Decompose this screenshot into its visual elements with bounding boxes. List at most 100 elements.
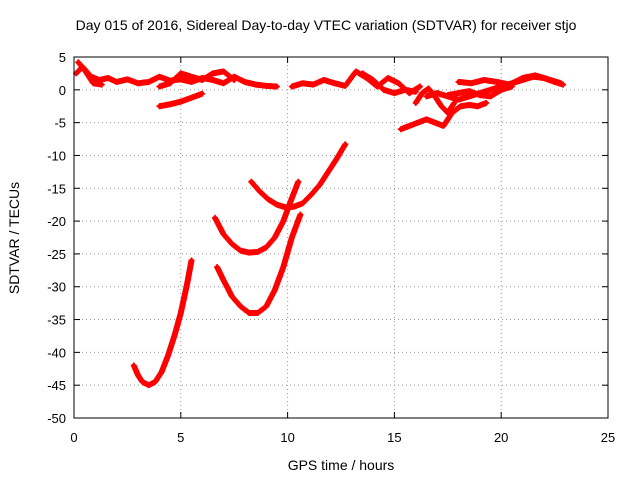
series-arc-8: [248, 141, 349, 211]
data-point: [221, 277, 226, 283]
data-point: [415, 120, 421, 125]
data-point: [298, 212, 303, 217]
data-point: [253, 82, 258, 87]
y-tick-label: -45: [47, 378, 66, 393]
series-arc-3: [156, 68, 238, 90]
x-tick-label: 20: [494, 430, 508, 445]
data-point: [178, 99, 183, 104]
data-point: [456, 79, 461, 85]
data-point: [73, 71, 79, 76]
data-point: [509, 84, 515, 89]
data-point: [159, 369, 164, 375]
data-point: [488, 87, 493, 93]
x-tick-label: 25: [601, 430, 615, 445]
data-point: [131, 363, 137, 368]
series-markers: [248, 141, 349, 211]
data-point: [533, 73, 538, 78]
data-point: [289, 195, 295, 201]
data-point: [402, 87, 408, 93]
data-point: [274, 84, 280, 89]
y-tick-label: -25: [47, 247, 66, 262]
data-point: [289, 84, 295, 89]
data-point: [456, 97, 461, 102]
data-point: [97, 77, 102, 83]
data-point: [458, 104, 463, 109]
data-point: [189, 258, 194, 263]
data-point: [434, 90, 440, 96]
data-point: [456, 90, 461, 96]
data-point: [321, 77, 327, 83]
data-point: [264, 304, 269, 309]
data-point: [398, 127, 404, 132]
data-point: [246, 250, 252, 255]
data-point: [477, 92, 483, 98]
data-point: [283, 205, 288, 210]
data-point: [146, 79, 151, 85]
data-point: [165, 353, 171, 358]
series-arc-5: [130, 257, 195, 389]
data-point: [246, 310, 252, 316]
data-point: [343, 83, 348, 89]
data-point: [210, 77, 216, 83]
data-point: [266, 197, 271, 202]
data-point: [445, 110, 450, 115]
data-point: [289, 235, 295, 240]
data-point: [172, 333, 177, 339]
data-point: [76, 60, 81, 65]
series-arc-10: [359, 70, 419, 97]
data-point: [466, 88, 472, 94]
data-point: [494, 79, 500, 85]
series-arc-15: [444, 83, 515, 100]
data-point: [214, 264, 220, 270]
data-point: [199, 77, 205, 83]
data-point: [481, 77, 487, 83]
y-tick-label: -30: [47, 280, 66, 295]
data-point: [91, 81, 96, 86]
data-point: [189, 79, 194, 85]
x-tick-label: 15: [387, 430, 401, 445]
data-point: [488, 94, 493, 99]
y-tick-label: -40: [47, 345, 66, 360]
data-point: [281, 218, 286, 224]
y-tick-label: 0: [59, 83, 66, 98]
data-point: [407, 123, 412, 129]
data-point: [499, 87, 504, 93]
data-point: [178, 77, 183, 82]
grid: [74, 57, 608, 418]
data-point: [558, 81, 564, 86]
axis-ticks: 0 5 10 15 20 25 5 0 -5 -10 -15 -20 -25 -30 -35 -40 -45 -5…: [47, 50, 615, 445]
x-tick-label: 0: [70, 430, 77, 445]
data-point: [441, 123, 446, 129]
data-point: [99, 82, 104, 87]
data-point: [82, 67, 87, 73]
y-tick-label: -5: [54, 116, 66, 131]
data-point: [360, 71, 365, 76]
data-point: [334, 156, 339, 161]
y-tick-label: -35: [47, 313, 66, 328]
y-tick-label: -15: [47, 181, 66, 196]
data-point: [413, 89, 418, 94]
series-arc-4: [156, 90, 206, 110]
data-point: [432, 120, 438, 125]
data-point: [264, 245, 269, 250]
data-point: [135, 373, 141, 378]
series-arc-2: [75, 59, 105, 88]
data-point: [146, 382, 151, 388]
series-arc-11: [397, 99, 490, 133]
data-point: [232, 77, 237, 83]
data-point: [157, 104, 162, 109]
data-point: [185, 281, 190, 286]
data-point: [370, 77, 376, 83]
data-point: [484, 100, 489, 106]
data-point: [249, 179, 254, 184]
data-point: [466, 94, 472, 99]
series-markers: [130, 257, 195, 389]
data-point: [199, 91, 205, 96]
data-point: [445, 92, 450, 98]
data-point: [291, 204, 297, 209]
data-point: [296, 179, 301, 184]
data-point: [221, 69, 226, 74]
data-point: [257, 189, 263, 194]
data-point: [229, 294, 235, 299]
